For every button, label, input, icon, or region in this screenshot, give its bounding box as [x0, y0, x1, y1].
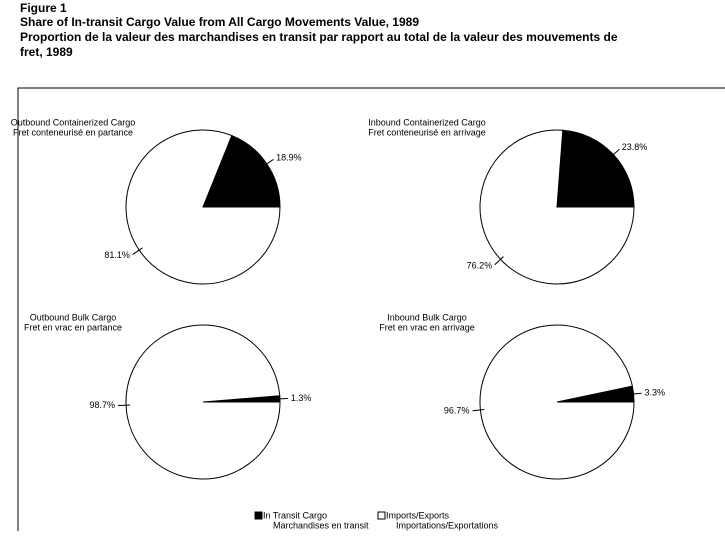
- pie-title: Fret en vrac en partance: [24, 322, 122, 332]
- value-label: 98.7%: [90, 400, 116, 410]
- frame: [18, 88, 725, 531]
- value-label: 3.3%: [645, 387, 666, 397]
- legend-swatch: [255, 512, 262, 519]
- pie-title: Outbound Containerized Cargo: [11, 117, 136, 127]
- value-label: 23.8%: [622, 142, 648, 152]
- pie-title: Inbound Containerized Cargo: [368, 117, 486, 127]
- figure-title: fret, 1989: [20, 45, 73, 59]
- figure-label: Figure 1: [20, 1, 67, 15]
- value-label: 81.1%: [104, 250, 130, 260]
- value-label: 1.3%: [291, 393, 312, 403]
- legend-label: Imports/Exports: [386, 510, 450, 520]
- pie-title: Inbound Bulk Cargo: [387, 312, 467, 322]
- value-label: 96.7%: [444, 405, 470, 415]
- legend-label: In Transit Cargo: [263, 510, 327, 520]
- pie-title: Fret en vrac en arrivage: [379, 322, 475, 332]
- pie-slice: [126, 325, 280, 479]
- pie-title: Fret conteneurisé en partance: [13, 127, 133, 137]
- pie-slice: [480, 325, 634, 479]
- pie-title: Outbound Bulk Cargo: [30, 312, 117, 322]
- legend-label: Importations/Exportations: [396, 520, 499, 530]
- figure-title: Share of In-transit Cargo Value from All…: [20, 15, 419, 29]
- legend-label: Marchandises en transit: [273, 520, 369, 530]
- legend-swatch: [378, 512, 385, 519]
- value-label: 76.2%: [467, 261, 493, 271]
- pie-title: Fret conteneurisé en arrivage: [368, 127, 486, 137]
- figure-title: Proportion de la valeur des marchandises…: [20, 30, 618, 44]
- value-label: 18.9%: [276, 153, 302, 163]
